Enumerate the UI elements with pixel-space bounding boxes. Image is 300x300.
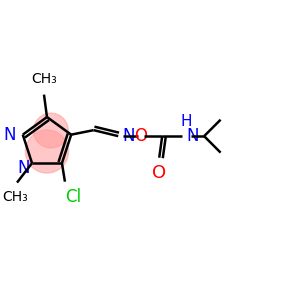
Text: N: N: [4, 126, 16, 144]
Circle shape: [26, 130, 68, 173]
Text: N: N: [123, 127, 135, 145]
Text: O: O: [134, 127, 147, 145]
Text: N: N: [186, 127, 199, 145]
Circle shape: [34, 113, 68, 148]
Text: CH₃: CH₃: [31, 72, 57, 86]
Text: Cl: Cl: [65, 188, 82, 206]
Text: O: O: [152, 164, 166, 182]
Text: CH₃: CH₃: [3, 190, 28, 204]
Text: N: N: [17, 160, 30, 178]
Text: H: H: [180, 114, 192, 129]
